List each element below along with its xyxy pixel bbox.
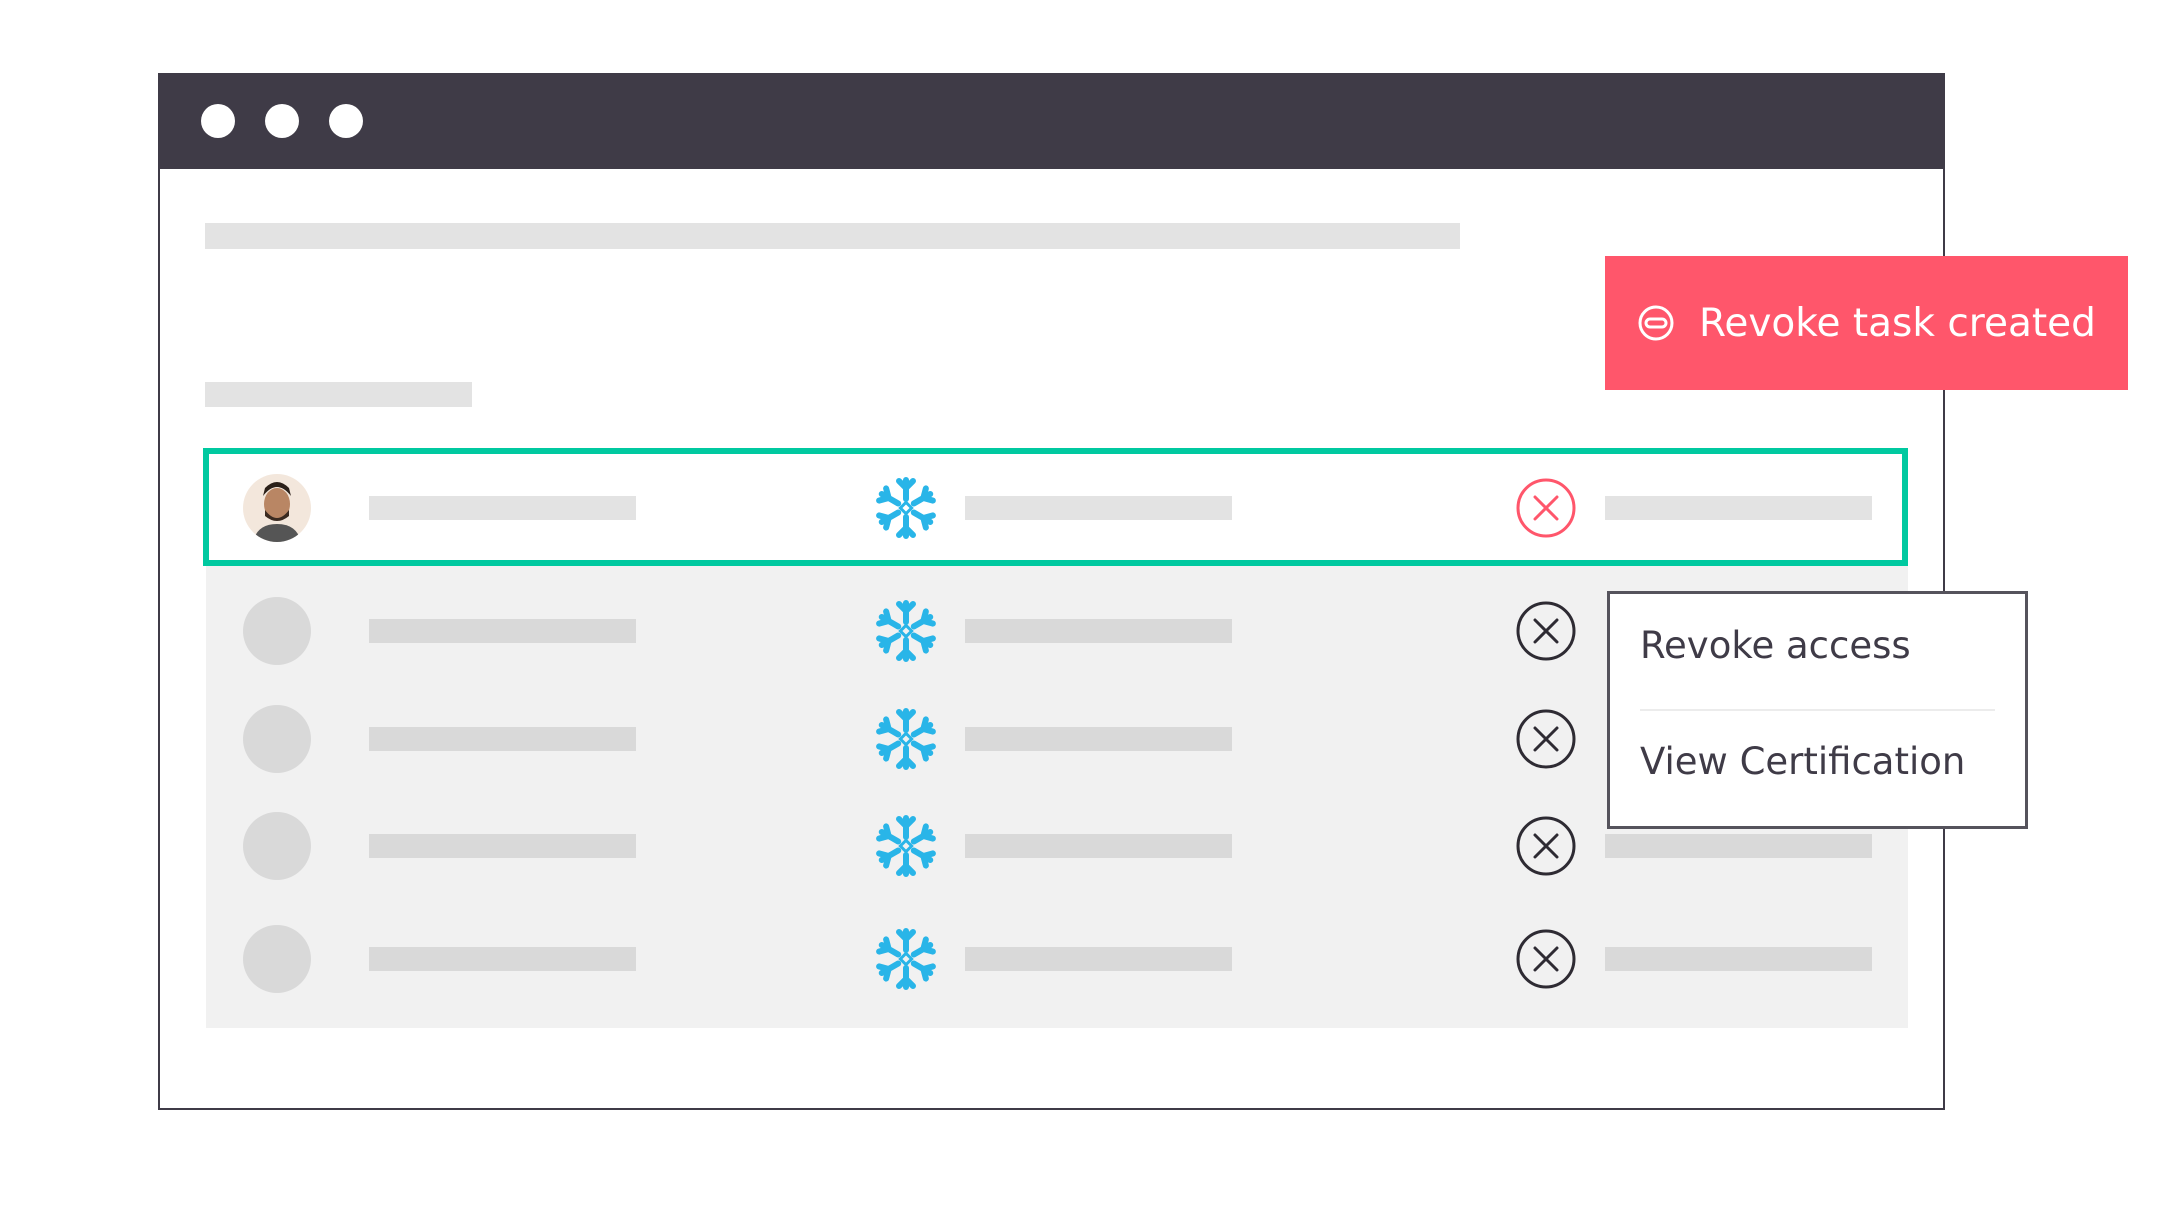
resource-placeholder (965, 619, 1232, 643)
status-placeholder (1605, 834, 1872, 858)
resource-placeholder (965, 947, 1232, 971)
user-avatar (243, 474, 311, 542)
revoke-toast: Revoke task created (1605, 256, 2128, 390)
avatar-placeholder (243, 925, 311, 993)
window-titlebar (158, 73, 1945, 169)
avatar-placeholder (243, 812, 311, 880)
name-placeholder (369, 619, 636, 643)
x-circle-icon[interactable] (1515, 600, 1577, 662)
name-placeholder (369, 834, 636, 858)
resource-placeholder (965, 834, 1232, 858)
status-placeholder (1605, 947, 1872, 971)
subtitle-placeholder (205, 382, 472, 407)
x-circle-icon[interactable] (1515, 708, 1577, 770)
name-placeholder (369, 727, 636, 751)
name-placeholder (369, 947, 636, 971)
window-dot-maximize[interactable] (329, 104, 363, 138)
menu-divider (1640, 709, 1995, 711)
menu-item-revoke-access[interactable]: Revoke access (1640, 624, 1911, 667)
window-dot-minimize[interactable] (265, 104, 299, 138)
x-circle-icon[interactable] (1515, 477, 1577, 539)
x-circle-icon[interactable] (1515, 928, 1577, 990)
snowflake-icon (874, 707, 938, 771)
menu-item-view-certification[interactable]: View Certification (1640, 740, 1966, 783)
snowflake-icon (874, 476, 938, 540)
status-placeholder (1605, 496, 1872, 520)
toast-text: Revoke task created (1699, 300, 2096, 346)
window-dot-close[interactable] (201, 104, 235, 138)
title-placeholder (205, 223, 1460, 249)
x-circle-icon[interactable] (1515, 815, 1577, 877)
context-menu: Revoke access View Certification (1607, 591, 2028, 829)
minus-circle-icon (1638, 305, 1674, 341)
snowflake-icon (874, 814, 938, 878)
resource-placeholder (965, 727, 1232, 751)
snowflake-icon (874, 927, 938, 991)
avatar-placeholder (243, 597, 311, 665)
name-placeholder (369, 496, 636, 520)
avatar-placeholder (243, 705, 311, 773)
resource-placeholder (965, 496, 1232, 520)
snowflake-icon (874, 599, 938, 663)
